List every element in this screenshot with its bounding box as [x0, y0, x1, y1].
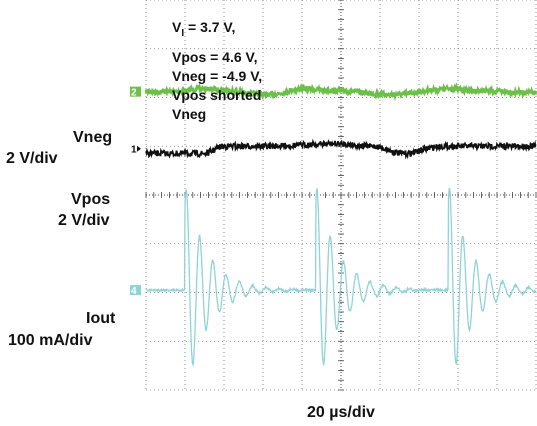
- channel-markers: 2 1 4: [130, 86, 141, 297]
- condition-line-3: Vneg = -4.9 V,: [172, 68, 262, 84]
- vneg-scale: 2 V/div: [6, 150, 58, 167]
- vpos-scale: 2 V/div: [58, 212, 110, 229]
- channel-arrow-icon: [137, 287, 141, 294]
- vpos-trace: [145, 138, 537, 160]
- condition-line-2: Vpos = 4.6 V,: [172, 49, 257, 65]
- channel-marker-bg: [130, 86, 141, 97]
- condition-line-5: Vneg: [172, 106, 206, 122]
- vneg-trace: [144, 82, 537, 102]
- traces: [144, 82, 537, 368]
- channel-labels: Vneg 2 V/div Vpos 2 V/div Iout 100 mA/di…: [6, 129, 116, 349]
- channel-arrow-icon: [137, 88, 141, 95]
- iout-scale: 100 mA/div: [8, 332, 93, 349]
- channel-marker-bg: [130, 285, 141, 296]
- condition-line-4: Vpos shorted: [172, 87, 261, 103]
- channel-marker-1: 1: [131, 145, 137, 156]
- vneg-name: Vneg: [73, 129, 112, 146]
- grid: [145, 0, 537, 391]
- conditions-annotation: VI = 3.7 V, Vpos = 4.6 V, Vneg = -4.9 V,…: [172, 19, 262, 122]
- vpos-name: Vpos: [71, 191, 110, 208]
- x-axis-label: 20 µs/div: [307, 404, 375, 421]
- iout-trace: [145, 187, 537, 368]
- channel-marker-2: 2: [131, 88, 137, 99]
- iout-name: Iout: [86, 310, 116, 327]
- condition-line-1: VI = 3.7 V,: [172, 19, 235, 39]
- channel-marker-bg: [130, 143, 141, 154]
- channel-arrow-icon: [137, 145, 141, 152]
- channel-marker-4: 4: [131, 286, 137, 297]
